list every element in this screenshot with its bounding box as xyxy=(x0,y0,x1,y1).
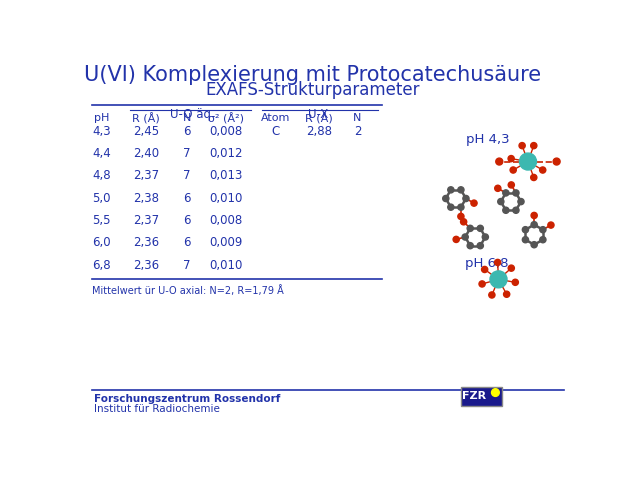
Text: Institut für Radiochemie: Institut für Radiochemie xyxy=(94,404,220,414)
Text: 4,8: 4,8 xyxy=(92,169,111,182)
Text: 5,5: 5,5 xyxy=(92,214,111,227)
Text: 2,37: 2,37 xyxy=(133,214,159,227)
Text: pH: pH xyxy=(94,113,109,123)
Text: 7: 7 xyxy=(183,259,191,272)
Circle shape xyxy=(522,227,529,233)
Circle shape xyxy=(453,236,460,242)
Circle shape xyxy=(461,219,467,225)
Circle shape xyxy=(531,174,537,180)
Text: U-X: U-X xyxy=(308,108,328,120)
Circle shape xyxy=(513,190,519,196)
Text: 2,37: 2,37 xyxy=(133,169,159,182)
Text: 2,38: 2,38 xyxy=(133,192,159,204)
Circle shape xyxy=(508,156,515,162)
Circle shape xyxy=(462,234,468,240)
Circle shape xyxy=(531,222,537,228)
Circle shape xyxy=(477,225,483,231)
Text: pH 6,8: pH 6,8 xyxy=(465,257,509,270)
Circle shape xyxy=(518,199,524,204)
Circle shape xyxy=(458,187,464,193)
Circle shape xyxy=(503,207,509,213)
Circle shape xyxy=(519,143,525,149)
Circle shape xyxy=(508,265,515,271)
Text: 6: 6 xyxy=(183,214,191,227)
Text: 6,8: 6,8 xyxy=(92,259,111,272)
Text: 0,012: 0,012 xyxy=(209,147,243,160)
Circle shape xyxy=(495,259,500,265)
Circle shape xyxy=(520,153,536,170)
Circle shape xyxy=(477,242,483,249)
Text: U(VI) Komplexierung mit Protocatechusäure: U(VI) Komplexierung mit Protocatechusäur… xyxy=(84,65,541,85)
Circle shape xyxy=(553,158,560,165)
Text: C: C xyxy=(271,125,280,138)
Text: 7: 7 xyxy=(183,169,191,182)
Circle shape xyxy=(458,204,464,210)
Text: Mittelwert ür U-O axial: N=2, R=1,79 Å: Mittelwert ür U-O axial: N=2, R=1,79 Å xyxy=(92,286,284,297)
Text: 0,013: 0,013 xyxy=(209,169,243,182)
Circle shape xyxy=(531,241,537,248)
Circle shape xyxy=(471,200,477,206)
Circle shape xyxy=(498,199,504,204)
Circle shape xyxy=(540,237,546,243)
Circle shape xyxy=(479,281,485,287)
Text: 2,45: 2,45 xyxy=(133,125,159,138)
Text: R (Å): R (Å) xyxy=(132,113,160,124)
Text: N: N xyxy=(353,113,362,123)
Circle shape xyxy=(512,279,518,286)
Circle shape xyxy=(508,182,515,188)
Circle shape xyxy=(531,143,537,149)
Circle shape xyxy=(443,195,449,202)
Text: 0,010: 0,010 xyxy=(209,259,243,272)
Text: 6: 6 xyxy=(183,125,191,138)
Text: 5,0: 5,0 xyxy=(92,192,111,204)
FancyBboxPatch shape xyxy=(461,387,502,406)
Circle shape xyxy=(531,212,537,218)
Text: 6: 6 xyxy=(183,236,191,249)
Circle shape xyxy=(448,204,454,210)
Text: EXAFS-Strukturparameter: EXAFS-Strukturparameter xyxy=(205,81,420,99)
Text: 2,40: 2,40 xyxy=(133,147,159,160)
Text: 2,88: 2,88 xyxy=(306,125,332,138)
Text: 0,009: 0,009 xyxy=(209,236,243,249)
Text: pH 4,3: pH 4,3 xyxy=(466,133,509,146)
Text: 4,3: 4,3 xyxy=(92,125,111,138)
Circle shape xyxy=(463,195,469,202)
Circle shape xyxy=(482,234,488,240)
Circle shape xyxy=(448,187,454,193)
Text: 7: 7 xyxy=(183,147,191,160)
Circle shape xyxy=(540,227,546,233)
Circle shape xyxy=(503,190,509,196)
Text: N: N xyxy=(183,113,191,123)
Circle shape xyxy=(481,266,488,273)
Text: 0,008: 0,008 xyxy=(209,214,243,227)
Text: R (Å): R (Å) xyxy=(305,113,333,124)
Circle shape xyxy=(510,167,516,173)
Circle shape xyxy=(467,242,474,249)
Text: σ² (Å²): σ² (Å²) xyxy=(208,113,244,124)
Circle shape xyxy=(548,222,554,228)
Text: U-O äq: U-O äq xyxy=(170,108,211,120)
Text: 2,36: 2,36 xyxy=(133,236,159,249)
Circle shape xyxy=(540,167,546,173)
Text: 6: 6 xyxy=(183,192,191,204)
Circle shape xyxy=(490,271,507,288)
Text: 4,4: 4,4 xyxy=(92,147,111,160)
Text: FZR: FZR xyxy=(463,391,486,401)
Circle shape xyxy=(495,185,501,192)
Circle shape xyxy=(504,291,509,297)
Text: 2,36: 2,36 xyxy=(133,259,159,272)
Circle shape xyxy=(458,213,464,219)
Text: 0,010: 0,010 xyxy=(209,192,243,204)
Text: 2: 2 xyxy=(354,125,361,138)
Text: 0,008: 0,008 xyxy=(209,125,243,138)
Circle shape xyxy=(513,207,519,213)
Circle shape xyxy=(522,237,529,243)
Text: 6,0: 6,0 xyxy=(92,236,111,249)
Circle shape xyxy=(489,292,495,298)
Circle shape xyxy=(492,389,499,396)
Circle shape xyxy=(467,225,474,231)
Text: Atom: Atom xyxy=(260,113,290,123)
Text: Forschungszentrum Rossendorf: Forschungszentrum Rossendorf xyxy=(94,394,280,404)
Circle shape xyxy=(496,158,503,165)
